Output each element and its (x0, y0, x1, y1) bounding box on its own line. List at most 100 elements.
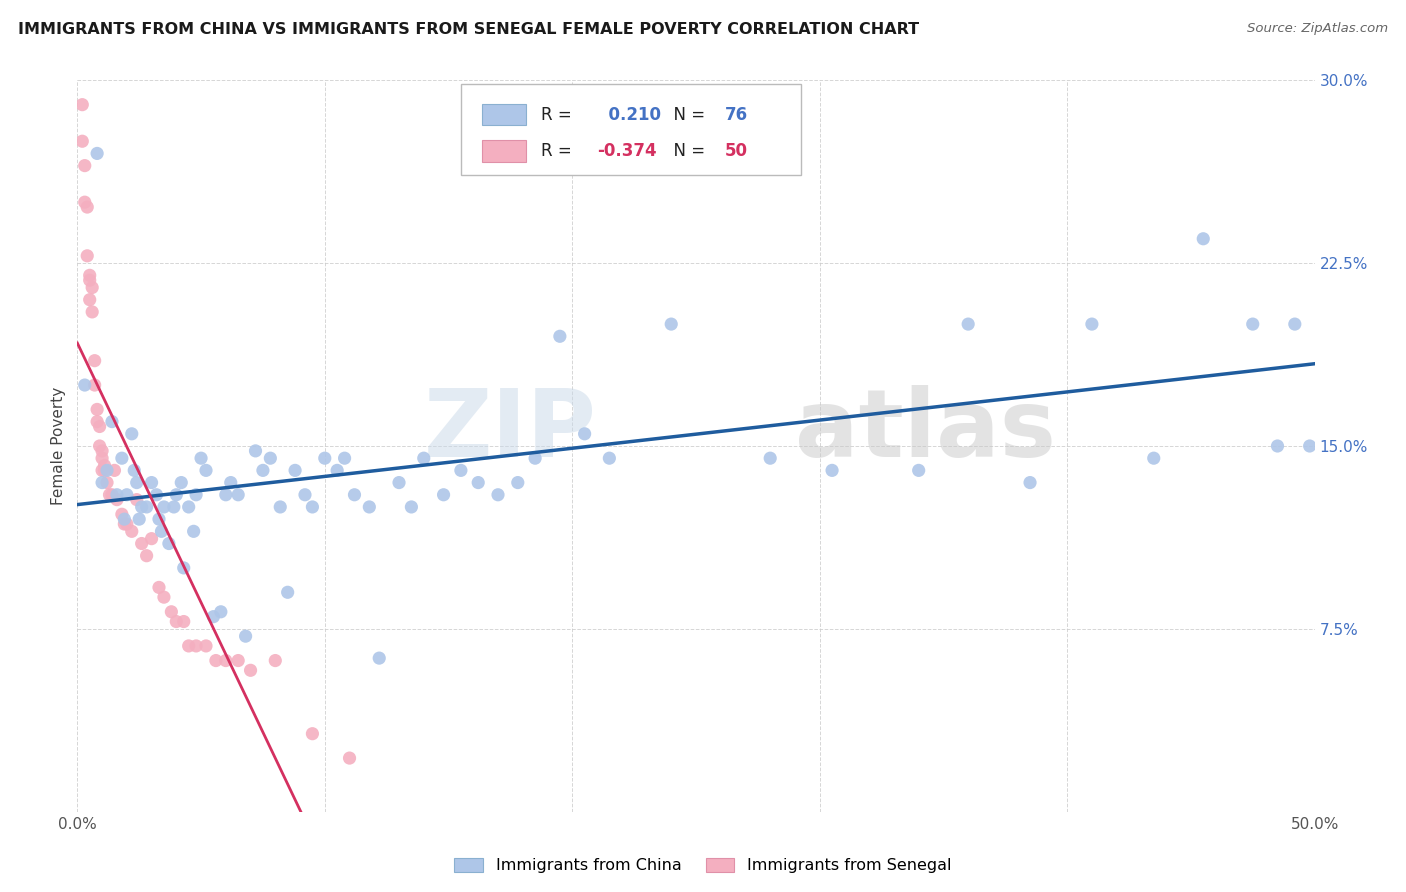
Point (141, 475, 163, 490)
Text: R =: R = (541, 105, 578, 123)
Point (98, 488, 121, 502)
Point (76, 200, 98, 214)
Bar (482, 140, 526, 161)
Point (131, 500, 153, 514)
Point (259, 451, 281, 466)
Point (148, 512, 170, 526)
Point (91, 443, 114, 458)
Point (105, 488, 128, 502)
Point (697, 146, 720, 161)
Point (264, 654, 287, 668)
Text: N =: N = (662, 105, 710, 123)
Point (574, 426, 596, 441)
Point (412, 451, 434, 466)
Point (177, 639, 200, 653)
Point (150, 524, 173, 539)
Point (121, 524, 143, 539)
Point (205, 654, 228, 668)
Point (173, 615, 195, 629)
Point (165, 615, 187, 629)
Point (215, 488, 238, 502)
Point (548, 329, 571, 343)
Point (907, 463, 929, 477)
Point (79, 268, 101, 283)
Point (141, 532, 163, 546)
Point (96, 463, 118, 477)
Point (86, 415, 108, 429)
Text: 50: 50 (724, 142, 748, 160)
Point (93, 458, 115, 473)
Point (184, 639, 207, 653)
Point (157, 536, 180, 550)
Point (301, 500, 323, 514)
Point (202, 609, 225, 624)
Point (343, 488, 366, 502)
Point (294, 488, 316, 502)
Point (163, 500, 186, 514)
Point (333, 451, 356, 466)
Text: N =: N = (662, 142, 710, 160)
Point (101, 488, 124, 502)
Point (83, 353, 105, 368)
Point (1284, 317, 1306, 331)
Point (125, 492, 148, 507)
Point (165, 488, 187, 502)
Point (89, 419, 111, 434)
Point (73, 159, 96, 173)
Point (91, 463, 114, 477)
Y-axis label: Female Poverty: Female Poverty (51, 387, 66, 505)
Point (73, 378, 96, 392)
Point (82, 280, 104, 294)
Point (821, 463, 844, 477)
Point (1267, 439, 1289, 453)
Point (170, 475, 193, 490)
Point (86, 402, 108, 417)
Point (219, 475, 242, 490)
Point (79, 293, 101, 307)
Point (277, 585, 299, 599)
Point (82, 305, 104, 319)
Point (957, 317, 980, 331)
Point (101, 415, 124, 429)
Point (301, 727, 323, 741)
Point (153, 590, 176, 604)
Point (432, 488, 454, 502)
Point (115, 488, 138, 502)
Point (173, 561, 195, 575)
Point (103, 463, 125, 477)
Point (209, 605, 232, 619)
Point (73, 195, 96, 210)
Point (135, 549, 157, 563)
Point (235, 629, 257, 643)
Point (105, 492, 128, 507)
Point (79, 273, 101, 287)
Point (368, 651, 391, 665)
Point (326, 463, 349, 477)
Point (314, 451, 336, 466)
Point (190, 451, 212, 466)
Point (486, 488, 509, 502)
Point (111, 508, 134, 522)
Point (76, 249, 98, 263)
Point (135, 500, 157, 514)
Point (226, 654, 249, 668)
Point (111, 451, 134, 466)
Point (1241, 317, 1264, 331)
Point (269, 500, 291, 514)
Point (359, 500, 381, 514)
Point (96, 475, 118, 490)
Text: Source: ZipAtlas.com: Source: ZipAtlas.com (1247, 22, 1388, 36)
Point (184, 488, 207, 502)
Point (89, 439, 111, 453)
Point (72, 134, 94, 148)
Point (1081, 317, 1104, 331)
Point (91, 475, 114, 490)
Point (339, 751, 361, 765)
Text: IMMIGRANTS FROM CHINA VS IMMIGRANTS FROM SENEGAL FEMALE POVERTY CORRELATION CHAR: IMMIGRANTS FROM CHINA VS IMMIGRANTS FROM… (18, 22, 920, 37)
Point (112, 516, 135, 531)
Point (226, 488, 249, 502)
Text: atlas: atlas (794, 385, 1056, 477)
Point (131, 536, 153, 550)
Point (252, 463, 274, 477)
Point (86, 146, 108, 161)
